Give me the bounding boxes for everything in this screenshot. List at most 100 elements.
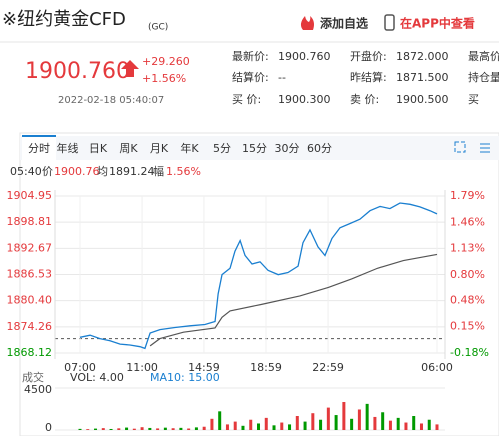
code: (GC) (148, 23, 168, 33)
volume-bar (179, 427, 183, 430)
volume-bar (257, 423, 260, 430)
open-app[interactable]: 在APP中查看 (400, 16, 475, 31)
field-value: 1871.500 (396, 71, 449, 84)
volume-bar (249, 419, 253, 430)
change-pct: +1.56% (142, 72, 186, 85)
y-tick-label: 1880.40 (7, 294, 53, 307)
volume-bar (125, 427, 129, 430)
series-line (149, 253, 438, 347)
tab-active (22, 136, 56, 160)
volume-bar (381, 412, 385, 430)
volume-bar (241, 425, 245, 430)
volume-bar (350, 418, 354, 430)
x-tick-label: 07:00 (64, 361, 96, 374)
tab[interactable]: 30分 (275, 142, 300, 155)
add-watch[interactable]: 添加自选 (320, 16, 368, 31)
info-avg-label: 均 (97, 165, 108, 178)
tab[interactable]: 分时 (28, 142, 50, 155)
volume-vol: VOL: 4.00 (70, 371, 124, 384)
volume-bar (148, 427, 152, 430)
tab[interactable]: 月K (150, 142, 169, 155)
volume-bar (78, 428, 82, 430)
x-tick-label: 06:00 (421, 361, 453, 374)
field-label: 开盘价: (350, 49, 387, 63)
menu-icon[interactable] (480, 143, 490, 153)
tab[interactable]: 年K (180, 141, 199, 155)
y-tick-label: 1898.81 (7, 215, 53, 228)
tab[interactable]: 日K (89, 142, 108, 155)
y2-tick-label: 1.46% (450, 215, 485, 228)
volume-bar (171, 428, 175, 430)
field-label: 持仓量 (468, 70, 499, 84)
quote-time: 2022-02-18 05:40:07 (58, 95, 164, 106)
volume-bar (295, 416, 299, 430)
volume-bar (210, 418, 214, 430)
volume-bar (101, 428, 105, 430)
volume-bar (187, 428, 191, 430)
volume-tick-label: 0 (45, 421, 52, 434)
y2-tick-label: 0.80% (450, 268, 485, 281)
volume-bar (319, 419, 323, 430)
field-value: 1900.300 (278, 93, 331, 106)
volume-bar (388, 420, 392, 430)
volume-bar (94, 428, 98, 430)
field-label: 买 (468, 93, 479, 106)
volume-bar (272, 425, 276, 430)
volume-bar (373, 416, 377, 430)
field-value: 1872.000 (396, 50, 449, 63)
volume-bar (140, 427, 144, 430)
fullscreen-icon[interactable] (454, 141, 466, 153)
volume-bar (396, 417, 400, 430)
info-price-label: 价 (42, 165, 53, 178)
y-tick-label: 1868.12 (7, 346, 53, 359)
volume-bar (334, 415, 338, 430)
volume-bar (303, 421, 307, 430)
field-label: 结算价: (232, 70, 269, 84)
title: ※纽约黄金CFD (2, 9, 126, 30)
info-pct-label: 幅 (153, 165, 164, 178)
volume-bar (404, 422, 408, 430)
y2-tick-label: 0.48% (450, 293, 485, 306)
field-label: 最高价 (468, 49, 499, 63)
volume-bar (280, 422, 284, 430)
y2-tick-label: 1.13% (450, 242, 485, 255)
volume-bar (86, 429, 90, 430)
volume-bar (427, 419, 431, 430)
volume-bar (117, 428, 121, 430)
volume-tick-label: 4500 (24, 383, 52, 396)
y-tick-label: 1874.26 (7, 320, 53, 333)
volume-bar (233, 421, 237, 430)
y-tick-label: 1904.95 (7, 189, 53, 202)
volume-bar (435, 424, 439, 430)
tab[interactable]: 年线 (57, 141, 79, 155)
x-tick-label: 22:59 (312, 361, 344, 374)
tab[interactable]: 60分 (307, 142, 332, 155)
volume-bar (218, 411, 222, 430)
info-time: 05:40 (10, 165, 42, 178)
tab[interactable]: 5分 (213, 142, 231, 155)
y2-tick-label: 0.15% (450, 320, 485, 333)
volume-bar (288, 424, 292, 430)
tab[interactable]: 周K (119, 142, 138, 155)
volume-ma: MA10: 15.00 (150, 371, 220, 384)
price: 1900.760 (25, 59, 130, 84)
y-tick-label: 1886.53 (7, 268, 53, 281)
field-label: 买 价: (232, 93, 261, 106)
volume-label: 成交 (22, 370, 44, 384)
volume-bar (357, 409, 361, 430)
change: +29.260 (142, 55, 190, 68)
chart-panel (19, 132, 499, 437)
tab[interactable]: 15分 (242, 142, 267, 155)
volume-bar (194, 427, 198, 430)
field-value: 1900.760 (278, 50, 331, 63)
volume-bar (109, 428, 113, 430)
y2-tick-label: 1.79% (450, 189, 485, 202)
field-label: 最新价: (232, 49, 269, 63)
volume-bar (225, 424, 229, 430)
y-tick-label: 1892.67 (7, 241, 53, 254)
field-label: 昨结算: (350, 70, 387, 84)
volume-bar (311, 413, 315, 430)
volume-bar (132, 428, 136, 430)
volume-bar (156, 428, 160, 430)
